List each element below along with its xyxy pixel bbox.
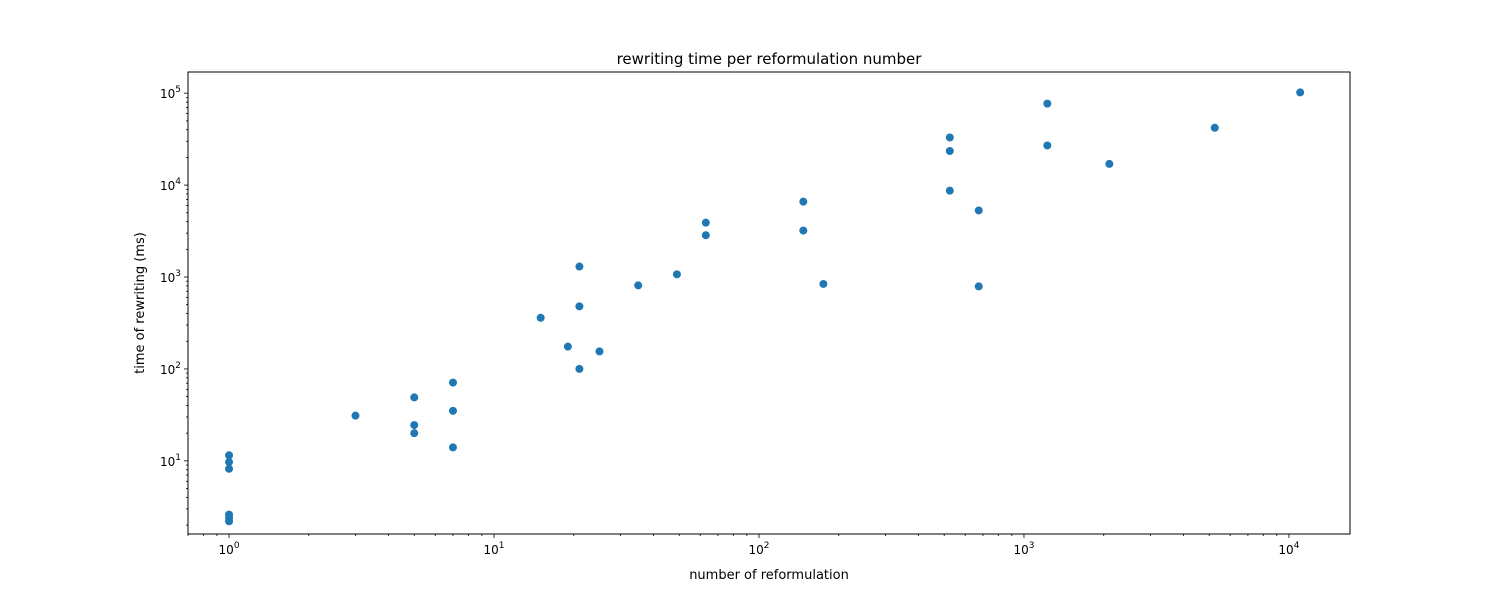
scatter-point: [634, 281, 643, 290]
scatter-point: [945, 146, 954, 155]
scatter-point: [536, 313, 545, 322]
scatter-point: [595, 347, 604, 356]
scatter-point: [1296, 88, 1305, 97]
x-axis-ticks: 100 101 102 103 104: [187, 534, 1300, 557]
scatter-point: [448, 443, 457, 452]
x-tick-label: 100: [219, 541, 240, 557]
scatter-point: [799, 197, 808, 206]
scatter-point: [974, 206, 983, 215]
scatter-point: [575, 302, 584, 311]
scatter-point: [563, 342, 572, 351]
scatter-point: [225, 517, 234, 526]
scatter-point: [410, 393, 419, 402]
scatter-point: [701, 231, 710, 240]
scatter-point: [225, 464, 234, 473]
scatter-point: [575, 364, 584, 373]
y-axis-ticks: 101 102 103 104 105: [160, 85, 188, 526]
scatter-point: [1043, 99, 1052, 108]
scatter-point: [225, 451, 234, 460]
scatter-point: [945, 186, 954, 195]
y-tick-label: 102: [160, 361, 181, 377]
plot-area: [187, 71, 1351, 535]
scatter-point: [410, 429, 419, 438]
scatter-point: [974, 282, 983, 291]
y-tick-label: 104: [160, 177, 181, 193]
x-tick-label: 104: [1278, 541, 1299, 557]
scatter-point: [351, 411, 360, 420]
scatter-point: [575, 262, 584, 271]
scatter-point: [1043, 141, 1052, 150]
scatter-point: [448, 406, 457, 415]
x-tick-label: 102: [748, 541, 769, 557]
y-tick-label: 105: [160, 85, 181, 101]
y-axis-label: time of rewriting (ms): [133, 232, 148, 374]
chart-title: rewriting time per reformulation number: [617, 50, 923, 68]
y-tick-label: 101: [160, 453, 181, 469]
x-tick-label: 101: [484, 541, 505, 557]
scatter-point: [448, 378, 457, 387]
y-tick-label: 103: [160, 269, 181, 285]
scatter-point: [1210, 123, 1219, 132]
scatter-point: [799, 226, 808, 235]
scatter-point: [701, 218, 710, 227]
scatter-point: [1105, 159, 1114, 168]
scatter-point: [945, 133, 954, 142]
scatter-point: [819, 279, 828, 288]
scatter-point: [225, 458, 234, 467]
scatter-point: [672, 270, 681, 279]
x-tick-label: 103: [1013, 541, 1034, 557]
data-points: [225, 88, 1305, 526]
x-axis-label: number of reformulation: [689, 568, 849, 583]
scatter-point: [410, 421, 419, 430]
